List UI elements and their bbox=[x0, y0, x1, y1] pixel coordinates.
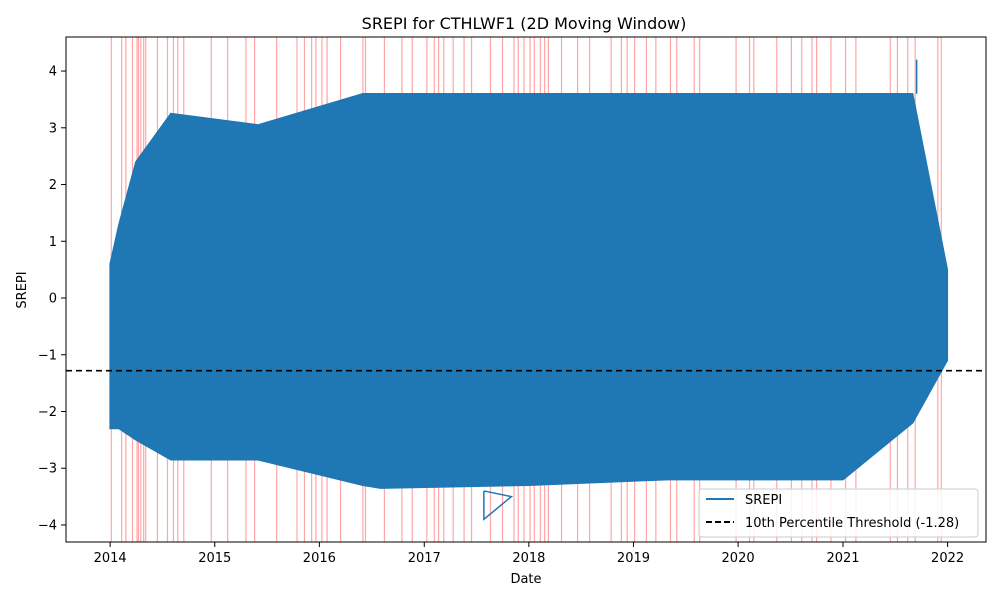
x-tick-label: 2018 bbox=[512, 551, 545, 566]
x-tick-label: 2015 bbox=[198, 551, 231, 566]
x-tick-label: 2022 bbox=[931, 551, 964, 566]
y-axis-label: SREPI bbox=[15, 271, 30, 308]
plot-area bbox=[66, 37, 986, 542]
srepi-series bbox=[109, 59, 949, 521]
legend-box bbox=[698, 488, 979, 538]
y-tick-label: 0 bbox=[49, 292, 57, 307]
legend-threshold-label: 10th Percentile Threshold (-1.28) bbox=[745, 516, 959, 531]
y-tick-label: 1 bbox=[49, 235, 57, 250]
srepi-series-spike bbox=[483, 490, 514, 521]
y-tick-label: 4 bbox=[49, 65, 57, 80]
y-tick-label: 3 bbox=[49, 121, 57, 136]
x-axis-label: Date bbox=[510, 572, 541, 587]
x-axis: 2014 2015 2016 2017 2018 2019 2020 2021 2022 bbox=[94, 542, 964, 566]
x-tick-label: 2020 bbox=[722, 551, 755, 566]
srepi-series-band bbox=[109, 92, 949, 489]
y-tick-label: −4 bbox=[38, 518, 57, 533]
y-tick-label: −3 bbox=[38, 462, 57, 477]
x-tick-label: 2017 bbox=[408, 551, 441, 566]
legend-srepi-label: SREPI bbox=[745, 493, 782, 508]
x-tick-label: 2016 bbox=[303, 551, 336, 566]
y-tick-label: 2 bbox=[49, 178, 57, 193]
chart-title: SREPI for CTHLWF1 (2D Moving Window) bbox=[362, 14, 687, 33]
plot-frame bbox=[65, 36, 987, 543]
y-axis: −4 −3 −2 −1 0 1 2 3 4 bbox=[38, 65, 66, 533]
y-tick-label: −1 bbox=[38, 348, 57, 363]
x-tick-label: 2019 bbox=[617, 551, 650, 566]
x-tick-label: 2021 bbox=[826, 551, 859, 566]
legend: SREPI 10th Percentile Threshold (-1.28) bbox=[698, 488, 979, 538]
x-tick-label: 2014 bbox=[94, 551, 127, 566]
y-tick-label: −2 bbox=[38, 405, 57, 420]
